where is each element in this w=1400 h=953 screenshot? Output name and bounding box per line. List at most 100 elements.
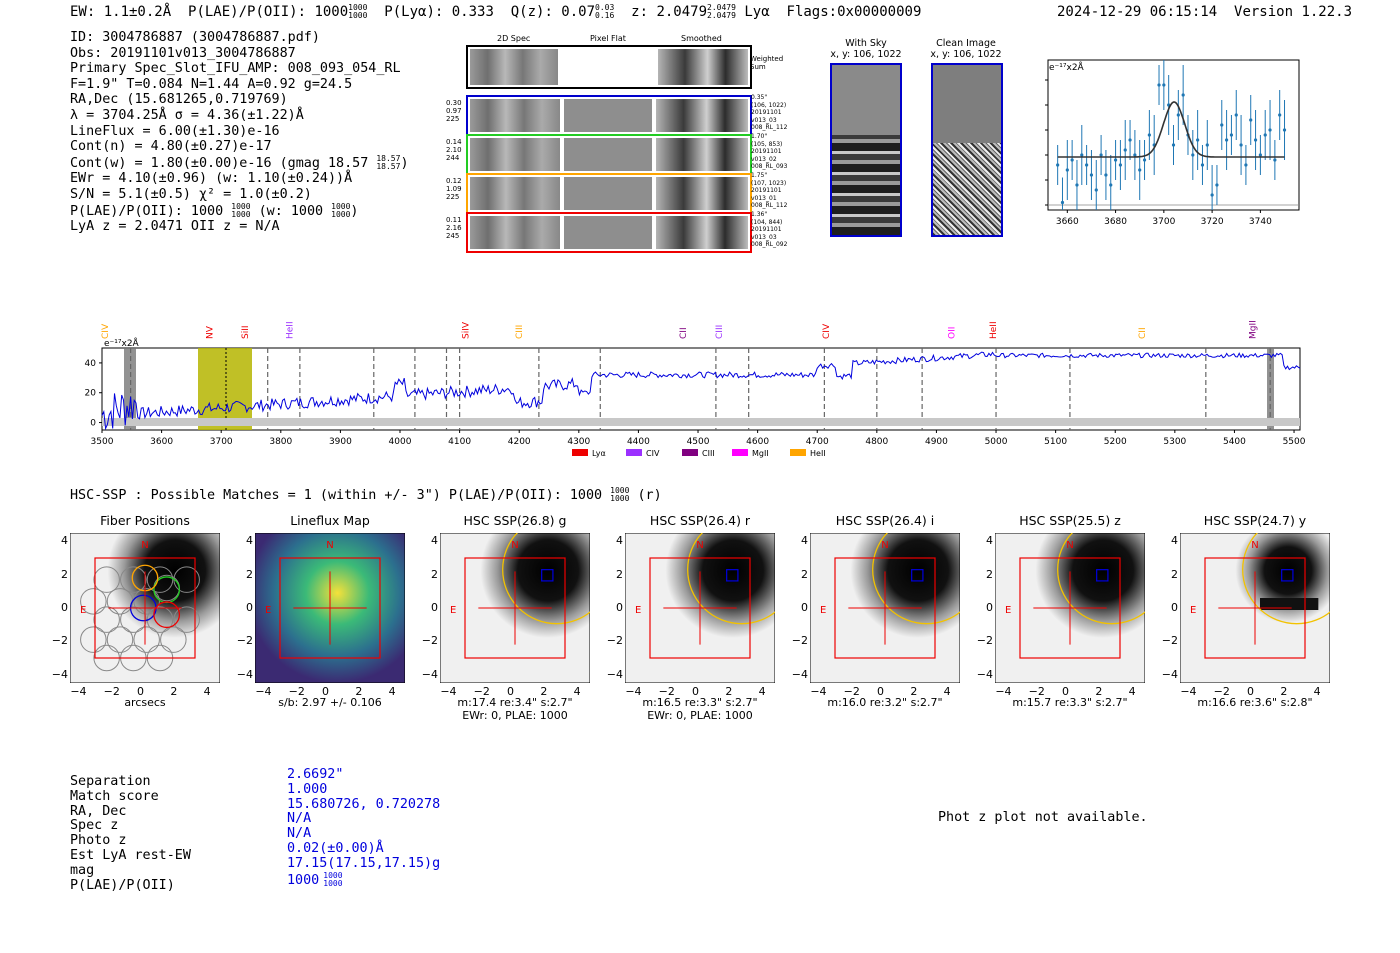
header-ew: EW: 1.1±0.2Å: [70, 4, 172, 20]
hsc-y-tick-label: −4: [1161, 667, 1178, 681]
spectrum-x-tick-label: 3800: [269, 437, 292, 447]
zoom-fit-curve: [1057, 101, 1285, 158]
zoom-data-point: [1278, 113, 1282, 117]
zoom-data-points: [1056, 60, 1287, 210]
header-qz-frac: 0.03 0.16: [595, 3, 615, 20]
spectrum-x-tick-label: 4500: [687, 437, 710, 447]
match-label: Separation: [70, 774, 151, 789]
hsc-y-tick-label: 0: [616, 601, 623, 614]
hsc-x-tick-label: 2: [355, 685, 363, 698]
spectrum-x-tick-label: 4400: [627, 437, 650, 447]
hsc-panel-caption: m:15.7 re:3.3" s:2.7": [1012, 696, 1128, 709]
spectrum-x-tick-label: 5400: [1223, 437, 1246, 447]
emission-window-highlight: [198, 348, 252, 430]
zoom-x-tick-label: 3700: [1152, 217, 1175, 227]
hsc-x-axis: −4 −2 0 2 4: [70, 685, 220, 699]
cutout-right-info: 1.75" (107, 1023) 20191101 v013_01 008_RL_11…: [751, 172, 788, 209]
spectrum-legend: Lyα CIV CIII MgII HeII: [572, 449, 826, 458]
hsc-panel-caption: m:16.0 re:3.2" s:2.7": [827, 696, 943, 709]
zoom-data-point: [1075, 183, 1079, 187]
hsc-x-tick-label: −2: [473, 685, 490, 698]
hsc-y-tick-label: 0: [246, 601, 253, 614]
fiber-circle: [133, 626, 160, 653]
hsc-panel-title: HSC SSP(26.4) r: [649, 513, 751, 528]
header-z: z: 2.0479: [631, 4, 708, 20]
spectrum-x-tick-label: 5100: [1044, 437, 1067, 447]
legend-swatch: [626, 449, 642, 456]
legend-label: CIV: [646, 449, 660, 458]
cutout-2d-image: [470, 177, 560, 210]
zoom-data-point: [1258, 153, 1262, 157]
spectrum-x-tick-label: 4700: [806, 437, 829, 447]
match-value: 17.15(17.15,17.15)g: [287, 855, 441, 871]
clean-image: [931, 63, 1003, 237]
hsc-y-tick-label: 4: [61, 534, 68, 548]
info-fit: F=1.9" T=0.084 N=1.44 A=0.92 g=24.5: [70, 76, 353, 92]
legend-label: Lyα: [592, 449, 606, 458]
hsc-y-tick-label: 2: [616, 567, 623, 581]
match-marker-square: [911, 569, 924, 582]
zoom-data-point: [1089, 173, 1094, 177]
hsc-y-tick-label: −4: [421, 667, 438, 681]
hsc-x-tick-label: 2: [170, 685, 178, 698]
hsc-x-tick-label: 0: [1247, 685, 1254, 698]
east-label: E: [80, 605, 86, 616]
hsc-panel-caption: m:16.5 re:3.3" s:2.7": [642, 696, 758, 709]
hsc-y-tick-label: 0: [1171, 601, 1178, 614]
spectrum-y-tick-label: 20: [85, 389, 97, 399]
zoom-data-point: [1239, 143, 1243, 147]
cutout-right-info: 0.35" (106, 1022) 20191101 v013_03 008_RL_11…: [751, 94, 788, 131]
zoom-data-point: [1065, 168, 1069, 172]
clean-image-xy: x, y: 106, 1022: [930, 49, 1002, 60]
hsc-x-tick-label: 0: [507, 685, 514, 698]
match-value: 15.680726, 0.720278: [287, 796, 441, 812]
spectral-line-label: CII: [1138, 327, 1148, 339]
header-flags: Flags:0x00000009: [786, 4, 922, 20]
zoom-data-point: [1162, 83, 1166, 87]
hsc-x-tick-label: 0: [877, 685, 884, 698]
east-label: E: [1005, 605, 1011, 616]
zoom-y-axis: 0510152025: [1045, 79, 1299, 206]
hsc-panel-caption-2: EWr: 0, PLAE: 1000: [462, 709, 568, 722]
match-value: 1000 1000 1000: [287, 870, 343, 888]
legend-swatch: [682, 449, 698, 456]
hsc-x-tick-label: −4: [810, 685, 827, 698]
info-contw: Cont(w) = 1.80(±0.00)e-16 (gmag 18.57 18…: [70, 153, 409, 171]
zoom-data-point: [1234, 113, 1238, 117]
zoom-data-point: [1056, 163, 1060, 167]
north-label: N: [1251, 540, 1258, 551]
zoom-x-tick-label: 3680: [1104, 217, 1127, 227]
spectrum-x-tick-label: 4300: [567, 437, 590, 447]
weighted-2d-image: [470, 49, 558, 85]
spectral-line-label: SiIV: [462, 321, 472, 339]
hsc-panel-caption: s/b: 2.97 +/- 0.106: [278, 696, 382, 709]
cutout-left-stats: 0.11 2.16 245: [446, 216, 462, 240]
hsc-panel-caption-2: EWr: 0, PLAE: 1000: [647, 709, 753, 722]
match-marker-square: [726, 569, 739, 582]
hsc-x-axis: −4 −2 0 2 4: [995, 685, 1145, 699]
hsc-panel-title: HSC SSP(26.4) i: [835, 513, 935, 528]
match-label: P(LAE)/P(OII): [70, 877, 175, 893]
spectral-line-label: CIV: [101, 323, 111, 339]
hsc-x-tick-label: 2: [540, 685, 548, 698]
east-label: E: [820, 605, 826, 616]
cutout-right-info: 1.36" (104, 844) 20191101 v013_03 008_RL_092: [751, 211, 788, 248]
noise-band: [102, 418, 1300, 426]
east-label: E: [265, 605, 271, 616]
spectrum-x-tick-label: 3600: [150, 437, 173, 447]
hsc-x-tick-label: 4: [943, 685, 951, 698]
search-box: [279, 557, 381, 659]
zoom-x-axis: 3660 3680 3700 3720 3740: [1056, 210, 1272, 227]
spectral-line-label: CIII: [715, 325, 725, 339]
weighted-sum-label: Weighted Sum: [750, 55, 784, 71]
match-label: Spec z: [70, 818, 119, 834]
aperture-ellipse: [872, 533, 960, 625]
east-label: E: [635, 605, 641, 616]
legend-label: HeII: [810, 449, 826, 458]
hsc-y-tick-label: 0: [61, 601, 68, 614]
match-value: 0.02(±0.00)Å: [287, 840, 384, 856]
match-label: Est LyA rest-EW: [70, 847, 191, 863]
hsc-y-tick-label: 4: [801, 534, 808, 548]
zoom-data-point: [1118, 163, 1123, 167]
header-z-line: Lyα: [744, 4, 770, 20]
